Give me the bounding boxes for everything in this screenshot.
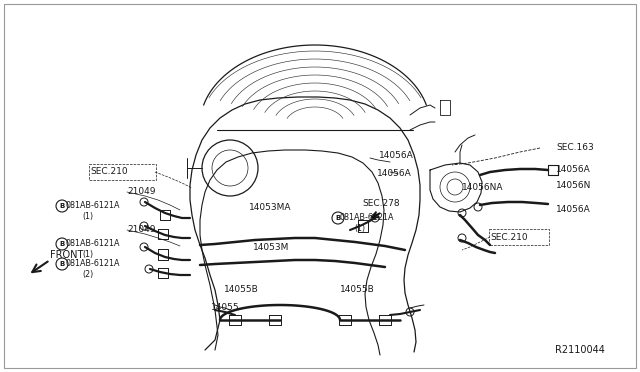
Text: 14056A: 14056A [377, 169, 412, 177]
Text: B: B [60, 241, 65, 247]
Text: 14056N: 14056N [556, 180, 591, 189]
Text: 14055: 14055 [211, 304, 239, 312]
Text: 14053M: 14053M [253, 243, 289, 251]
Text: (2): (2) [82, 269, 93, 279]
Text: (1): (1) [82, 212, 93, 221]
Text: 14056A: 14056A [379, 151, 413, 160]
Text: SEC.163: SEC.163 [556, 144, 594, 153]
Text: 21049: 21049 [127, 187, 156, 196]
Text: R2110044: R2110044 [555, 345, 605, 355]
Text: B: B [60, 203, 65, 209]
Text: 081AB-6121A: 081AB-6121A [340, 214, 394, 222]
Text: 14055B: 14055B [340, 285, 375, 295]
Text: SEC.278: SEC.278 [362, 199, 399, 208]
Text: (1): (1) [354, 224, 365, 232]
Text: SEC.210: SEC.210 [90, 167, 127, 176]
Text: FRONT: FRONT [50, 250, 83, 260]
Text: 081AB-6121A: 081AB-6121A [65, 202, 120, 211]
Text: B: B [60, 261, 65, 267]
Text: (1): (1) [82, 250, 93, 259]
Text: 14056NA: 14056NA [462, 183, 504, 192]
Text: B: B [335, 215, 340, 221]
Text: 14056A: 14056A [556, 166, 591, 174]
Text: 081AB-6121A: 081AB-6121A [65, 260, 120, 269]
Text: 14053MA: 14053MA [249, 202, 291, 212]
Text: 14055B: 14055B [224, 285, 259, 295]
Text: 21049: 21049 [127, 225, 156, 234]
Text: SEC.210: SEC.210 [490, 232, 527, 241]
Text: 081AB-6121A: 081AB-6121A [65, 240, 120, 248]
Text: 14056A: 14056A [556, 205, 591, 215]
